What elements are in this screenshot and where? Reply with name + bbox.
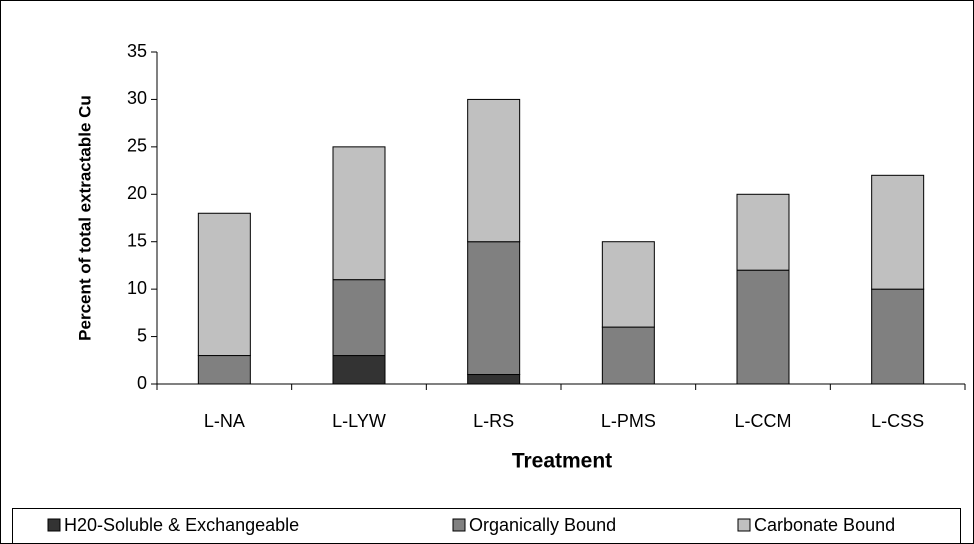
legend-label: H20-Soluble & Exchangeable (64, 515, 299, 535)
legend-label: Carbonate Bound (754, 515, 895, 535)
bar-segment (871, 288, 925, 385)
legend-box (12, 508, 961, 544)
x-tick-label: L-CCM (735, 411, 792, 431)
legend-swatch (47, 518, 61, 532)
bar-segment (332, 355, 386, 385)
x-tick-label: L-LYW (332, 411, 386, 431)
y-tick-label: 20 (127, 183, 147, 203)
bar-segment (332, 146, 386, 281)
bar-segment (871, 174, 925, 290)
legend-swatch (737, 518, 751, 532)
bar-segment (601, 241, 655, 328)
x-tick-label: L-NA (204, 411, 245, 431)
bar-segment (736, 269, 790, 385)
y-axis-title: Percent of total extractable Cu (75, 95, 94, 341)
bar-segment (736, 193, 790, 271)
y-tick-label: 25 (127, 136, 147, 156)
bar-segment (467, 374, 521, 385)
x-tick-label: L-RS (473, 411, 514, 431)
y-tick-label: 35 (127, 41, 147, 61)
x-tick-label: L-PMS (601, 411, 656, 431)
bar-segment (197, 212, 251, 357)
bar-segment (467, 98, 521, 243)
legend-swatch (452, 518, 466, 532)
x-tick-label: L-CSS (871, 411, 924, 431)
bar-segment (601, 326, 655, 385)
bar-segment (197, 355, 251, 385)
y-tick-label: 30 (127, 88, 147, 108)
bar-segment (467, 241, 521, 376)
x-axis-title: Treatment (512, 450, 612, 473)
y-tick-label: 0 (137, 373, 147, 393)
y-tick-label: 5 (137, 325, 147, 345)
y-tick-label: 10 (127, 278, 147, 298)
legend-label: Organically Bound (469, 515, 616, 535)
bar-segment (332, 279, 386, 357)
y-tick-label: 15 (127, 230, 147, 250)
